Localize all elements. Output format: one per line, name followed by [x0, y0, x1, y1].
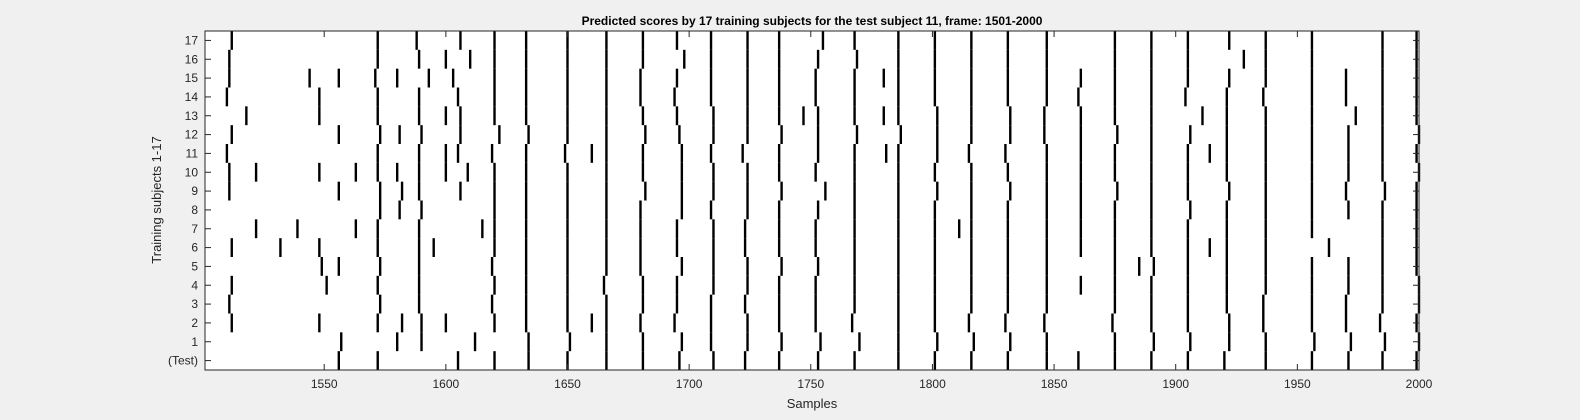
- x-tick-label: 2000: [1406, 377, 1433, 391]
- x-tick-label: 1700: [676, 377, 703, 391]
- x-axis-label: Samples: [787, 396, 838, 411]
- y-tick-label: 13: [185, 109, 199, 123]
- y-tick-label: 9: [191, 184, 198, 198]
- x-tick-label: 1950: [1284, 377, 1311, 391]
- y-tick-label: 1: [191, 335, 198, 349]
- x-tick-label: 1900: [1162, 377, 1189, 391]
- y-tick-label: 7: [191, 222, 198, 236]
- y-tick-label: 15: [185, 71, 199, 85]
- y-tick-label: 16: [185, 52, 199, 66]
- x-tick-label: 1800: [919, 377, 946, 391]
- y-tick-label: 8: [191, 203, 198, 217]
- plot-frame: [204, 30, 1420, 371]
- x-tick-label: 1600: [433, 377, 460, 391]
- y-tick-label: 14: [185, 90, 199, 104]
- y-tick-label: 12: [185, 128, 199, 142]
- raster-marks: [225, 31, 1421, 370]
- x-tick-label: 1550: [311, 377, 338, 391]
- y-tick-label: 5: [191, 259, 198, 273]
- y-tick-label: 2: [191, 316, 198, 330]
- x-tick-label: 1850: [1041, 377, 1068, 391]
- x-tick-label: 1750: [797, 377, 824, 391]
- y-tick-label: 17: [185, 33, 199, 47]
- y-tick-label: 3: [191, 297, 198, 311]
- plot-area: [205, 31, 1419, 370]
- y-tick-label: (Test): [168, 354, 198, 368]
- x-axis: 1550 1600 1650 1700 1750 1800 1850 1900 1950 2000: [311, 31, 1433, 391]
- y-axis-label: Training subjects 1-17: [149, 136, 164, 263]
- x-tick-label: 1650: [554, 377, 581, 391]
- chart-title: Predicted scores by 17 training subjects…: [582, 14, 1043, 28]
- y-tick-label: 4: [191, 278, 198, 292]
- y-tick-label: 11: [186, 146, 199, 160]
- y-tick-label: 10: [185, 165, 199, 179]
- y-tick-label: 6: [191, 241, 198, 255]
